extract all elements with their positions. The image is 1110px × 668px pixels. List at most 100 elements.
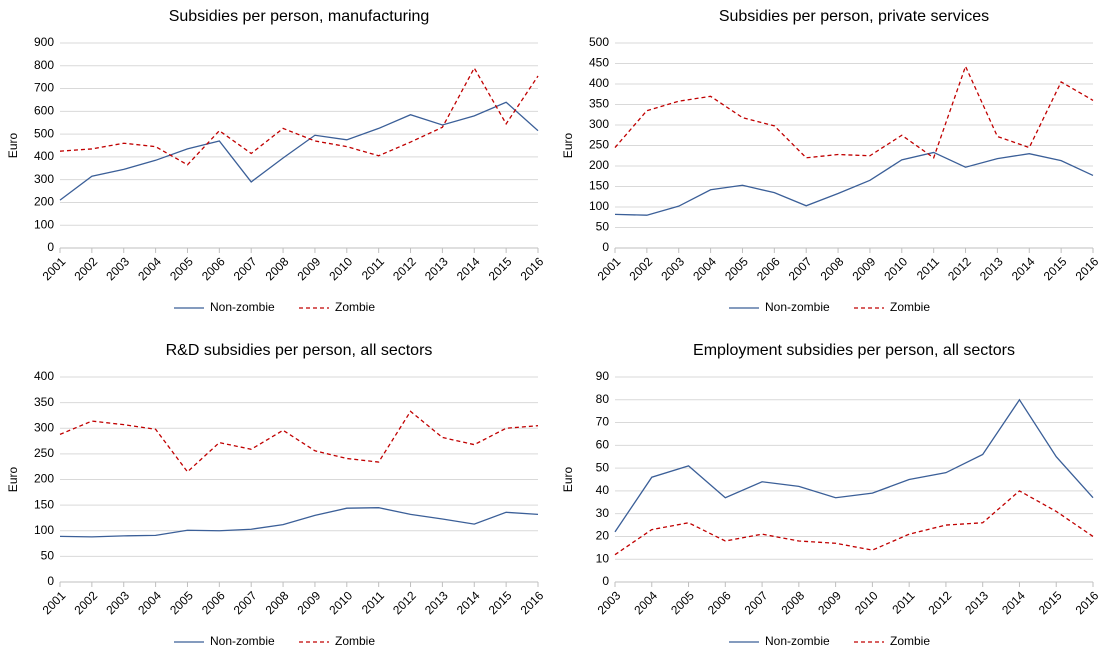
x-tick-label: 2011 [359, 588, 387, 616]
x-tick-label: 2003 [103, 588, 132, 617]
legend-label: Non-zombie [210, 300, 275, 314]
x-tick-label: 2007 [231, 588, 260, 617]
y-tick-label: 400 [589, 76, 609, 90]
x-tick-label: 2012 [926, 588, 955, 617]
y-axis-label: Euro [561, 467, 575, 493]
x-tick-label: 2009 [850, 254, 879, 283]
x-tick-label: 2008 [818, 254, 847, 283]
y-axis-label: Euro [6, 133, 20, 159]
x-tick-label: 2005 [167, 254, 196, 283]
x-tick-label: 2011 [914, 254, 942, 282]
y-tick-label: 0 [47, 240, 54, 254]
y-tick-label: 0 [47, 574, 54, 588]
x-tick-label: 2015 [486, 588, 515, 617]
y-tick-label: 20 [596, 529, 610, 543]
x-tick-label: 2003 [103, 254, 132, 283]
x-tick-label: 2001 [595, 254, 624, 283]
x-tick-label: 2016 [1073, 588, 1102, 617]
y-tick-label: 300 [589, 117, 609, 131]
y-tick-label: 100 [34, 523, 54, 537]
y-tick-label: 80 [596, 392, 610, 406]
y-tick-label: 900 [34, 35, 54, 49]
y-tick-label: 40 [596, 483, 610, 497]
legend-label: Non-zombie [765, 300, 830, 314]
x-tick-label: 2005 [722, 254, 751, 283]
x-tick-label: 2007 [786, 254, 815, 283]
legend-label: Non-zombie [765, 634, 830, 648]
x-tick-label: 2016 [518, 254, 547, 283]
x-tick-label: 2008 [263, 588, 292, 617]
chart-title: Subsidies per person, private services [719, 8, 989, 25]
legend-label: Zombie [335, 634, 375, 648]
x-tick-label: 2009 [295, 588, 324, 617]
x-tick-label: 2006 [705, 588, 734, 617]
x-tick-label: 2005 [668, 588, 697, 617]
x-tick-label: 2005 [167, 588, 196, 617]
x-tick-label: 2010 [326, 588, 355, 617]
chart-panel: Employment subsidies per person, all sec… [561, 342, 1101, 648]
y-tick-label: 100 [589, 199, 609, 213]
series-line [614, 398, 1094, 533]
x-tick-label: 2002 [626, 254, 655, 283]
y-tick-label: 350 [34, 395, 54, 409]
x-tick-label: 2011 [889, 588, 917, 616]
series-line [59, 101, 539, 201]
y-tick-label: 150 [589, 179, 609, 193]
x-tick-label: 2007 [742, 588, 771, 617]
x-tick-label: 2004 [135, 254, 164, 283]
x-tick-label: 2014 [454, 588, 483, 617]
y-tick-label: 150 [34, 497, 54, 511]
y-tick-label: 600 [34, 104, 54, 118]
x-tick-label: 2016 [1073, 254, 1102, 283]
x-tick-label: 2004 [690, 254, 719, 283]
series-line [614, 64, 1094, 159]
y-tick-label: 400 [34, 149, 54, 163]
y-tick-label: 800 [34, 58, 54, 72]
x-tick-label: 2004 [135, 588, 164, 617]
y-tick-label: 500 [589, 35, 609, 49]
x-tick-label: 2003 [658, 254, 687, 283]
series-line [614, 151, 1094, 216]
chart-panel: Subsidies per person, manufacturing Euro 0… [6, 8, 546, 314]
series-line [59, 410, 539, 473]
chart-panel: R&D subsidies per person, all sectors Eur… [6, 342, 546, 648]
x-tick-label: 2014 [999, 588, 1028, 617]
x-tick-label: 2009 [815, 588, 844, 617]
x-tick-label: 2010 [852, 588, 881, 617]
x-tick-label: 2013 [977, 254, 1006, 283]
y-tick-label: 70 [596, 415, 610, 429]
y-tick-label: 300 [34, 420, 54, 434]
x-tick-label: 2002 [71, 254, 100, 283]
series-line [59, 507, 539, 538]
legend-label: Zombie [335, 300, 375, 314]
x-tick-label: 2007 [231, 254, 260, 283]
x-tick-label: 2006 [199, 588, 228, 617]
x-tick-label: 2013 [422, 254, 451, 283]
x-tick-label: 2008 [778, 588, 807, 617]
x-tick-label: 2013 [962, 588, 991, 617]
y-tick-label: 50 [596, 460, 610, 474]
x-tick-label: 2003 [595, 588, 624, 617]
y-tick-label: 50 [41, 549, 55, 563]
y-tick-label: 60 [596, 438, 610, 452]
x-tick-label: 2009 [295, 254, 324, 283]
y-tick-label: 0 [602, 240, 609, 254]
x-tick-label: 2006 [199, 254, 228, 283]
x-tick-label: 2012 [945, 254, 974, 283]
x-tick-label: 2011 [359, 254, 387, 282]
chart-title: Subsidies per person, manufacturing [169, 8, 430, 25]
x-tick-label: 2013 [422, 588, 451, 617]
x-tick-label: 2014 [1009, 254, 1038, 283]
y-tick-label: 400 [34, 369, 54, 383]
y-tick-label: 100 [34, 217, 54, 231]
y-tick-label: 90 [596, 369, 610, 383]
y-axis-label: Euro [6, 467, 20, 493]
y-tick-label: 200 [589, 158, 609, 172]
y-tick-label: 10 [596, 551, 610, 565]
y-tick-label: 200 [34, 195, 54, 209]
y-tick-label: 50 [596, 220, 610, 234]
x-tick-label: 2015 [486, 254, 515, 283]
y-tick-label: 700 [34, 81, 54, 95]
series-line [59, 66, 539, 166]
